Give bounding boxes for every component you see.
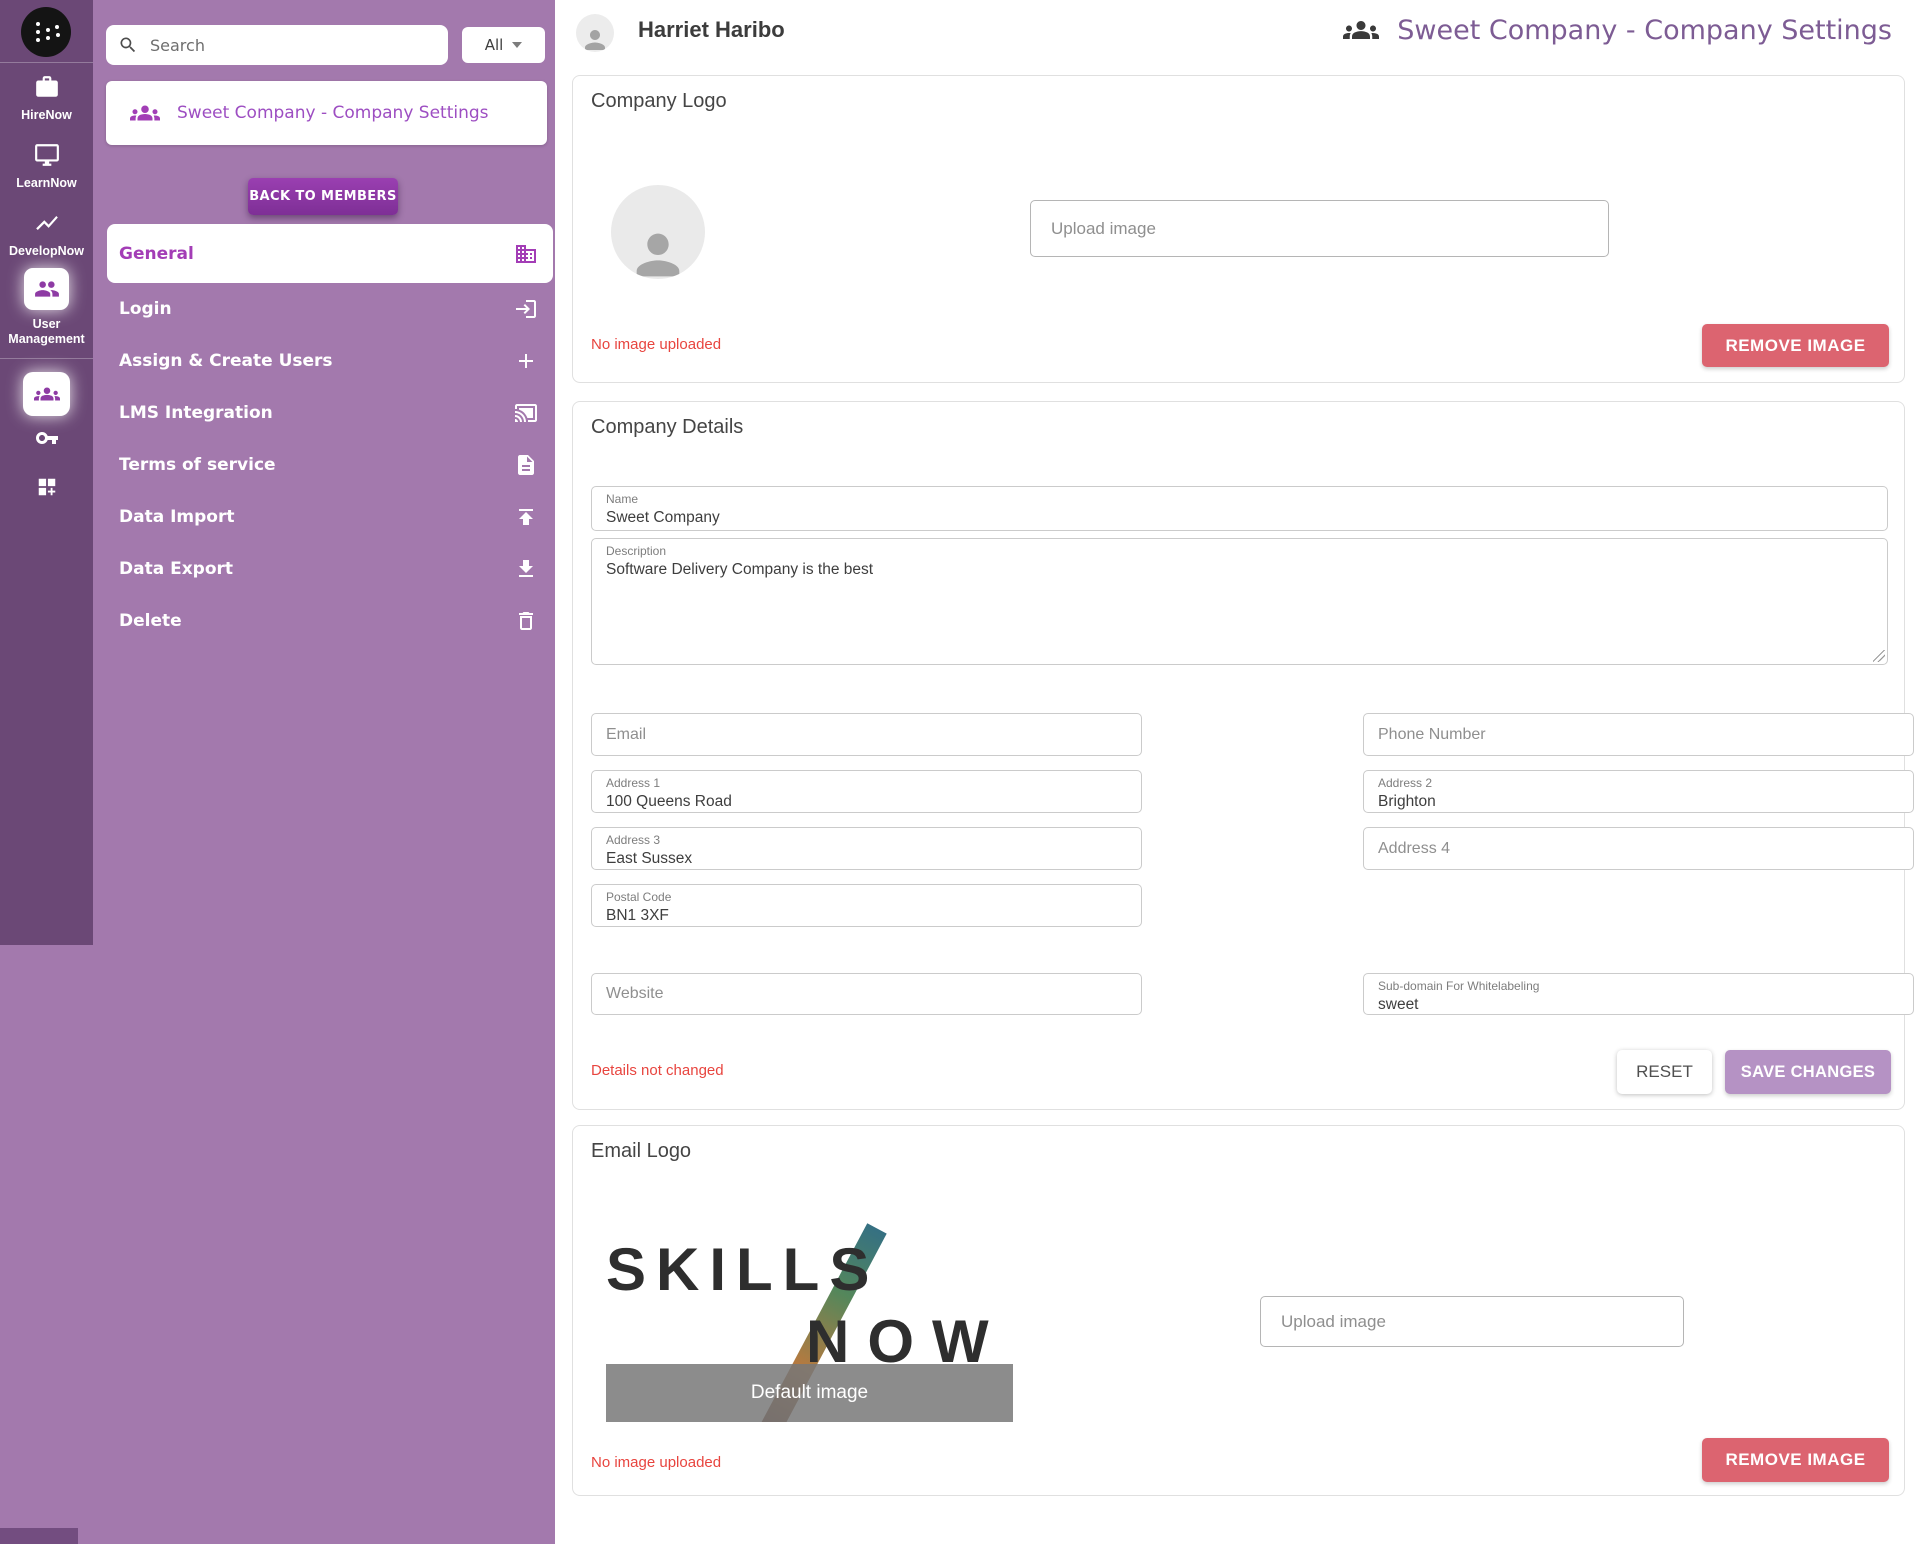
company-logo-placeholder xyxy=(611,185,705,279)
context-card-label: Sweet Company - Company Settings xyxy=(177,103,489,123)
menu-item-data-export[interactable]: Data Export xyxy=(107,543,553,595)
rail-item-user-management-label: User Management xyxy=(8,317,85,346)
group-icon xyxy=(1343,21,1380,39)
rail-item-label: HireNow xyxy=(21,108,72,122)
phone-field[interactable] xyxy=(1363,713,1914,756)
logo-upload-input[interactable]: Upload image xyxy=(1030,200,1609,257)
rail-subitem-customize[interactable] xyxy=(0,476,93,503)
key-icon xyxy=(35,432,58,444)
rail-bottom-chip xyxy=(0,1528,78,1544)
trending-chart-icon xyxy=(35,215,58,231)
section-title: Company Logo xyxy=(591,90,727,112)
upload-icon xyxy=(519,509,533,525)
remove-email-logo-button[interactable]: REMOVE IMAGE xyxy=(1702,1438,1889,1482)
default-image-caption: Default image xyxy=(750,1382,869,1403)
page-title: Sweet Company - Company Settings xyxy=(1397,14,1892,46)
default-image-caption-bar: Default image xyxy=(606,1364,1013,1422)
remove-logo-button[interactable]: REMOVE IMAGE xyxy=(1702,324,1889,367)
upload-placeholder: Upload image xyxy=(1281,1311,1386,1331)
section-title: Email Logo xyxy=(591,1140,692,1162)
address4-field[interactable] xyxy=(1363,827,1914,870)
email-logo-card: Email Logo SKILLS NOW Default image Uplo… xyxy=(572,1125,1905,1496)
subdomain-field[interactable]: Sub-domain For Whitelabeling sweet xyxy=(1363,973,1914,1015)
logo-word-top: SKILLS xyxy=(606,1236,880,1303)
rail-item-developnow[interactable]: DevelopNow xyxy=(0,210,93,259)
search-icon xyxy=(120,37,136,53)
search-input[interactable] xyxy=(148,34,436,56)
group-icon xyxy=(130,105,160,121)
rail-item-user-management[interactable] xyxy=(24,268,69,310)
menu-item-label: Terms of service xyxy=(119,455,276,475)
menu-item-data-import[interactable]: Data Import xyxy=(107,491,553,543)
company-details-card: Company Details Name Sweet Company Descr… xyxy=(572,401,1914,1110)
presentation-icon xyxy=(34,144,59,166)
briefcase-icon xyxy=(35,76,58,97)
menu-item-terms-of-service[interactable]: Terms of service xyxy=(107,439,553,491)
email-logo-preview: SKILLS NOW Default image xyxy=(606,1197,1013,1422)
menu-item-general[interactable]: General xyxy=(107,224,553,283)
upload-placeholder: Upload image xyxy=(1051,218,1156,238)
rail-item-hirenow[interactable]: HireNow xyxy=(0,74,93,123)
address2-field[interactable]: Address 2 Brighton xyxy=(1363,770,1914,813)
document-icon xyxy=(518,455,534,475)
menu-item-label: Assign & Create Users xyxy=(119,351,333,371)
resize-handle[interactable] xyxy=(1873,650,1885,662)
logo-word-bottom: NOW xyxy=(806,1308,1007,1375)
menu-item-lms-integration[interactable]: LMS Integration xyxy=(107,387,553,439)
save-changes-button[interactable]: SAVE CHANGES xyxy=(1725,1050,1891,1094)
user-name: Harriet Haribo xyxy=(638,17,785,42)
section-title: Company Details xyxy=(591,416,744,438)
rail-item-label: LearnNow xyxy=(16,176,77,190)
email-logo-status-message: No image uploaded xyxy=(591,1454,722,1471)
app-rail: HireNow LearnNow DevelopNow User Managem… xyxy=(0,0,93,945)
rail-subitem-company-members[interactable] xyxy=(23,372,70,416)
menu-item-assign-create-users[interactable]: Assign & Create Users xyxy=(107,335,553,387)
plus-icon xyxy=(519,354,533,368)
back-to-members-button[interactable]: BACK TO MEMBERS xyxy=(248,178,398,215)
details-status-message: Details not changed xyxy=(591,1062,724,1079)
menu-item-label: Data Import xyxy=(119,507,235,527)
rail-item-learnnow[interactable]: LearnNow xyxy=(0,142,93,191)
rail-item-label: DevelopNow xyxy=(8,244,84,258)
menu-item-label: Data Export xyxy=(119,559,234,579)
user-avatar xyxy=(576,14,614,52)
email-field[interactable] xyxy=(591,713,1142,756)
filter-value: All xyxy=(484,36,504,54)
logo-status-message: No image uploaded xyxy=(591,336,722,353)
rail-subitem-access-keys[interactable] xyxy=(0,426,93,455)
menu-item-label: Login xyxy=(119,299,172,319)
trash-icon xyxy=(519,612,533,630)
postal-code-field[interactable]: Postal Code BN1 3XF xyxy=(591,884,1142,927)
download-icon xyxy=(519,560,533,577)
menu-item-label: LMS Integration xyxy=(119,403,273,423)
cast-icon xyxy=(515,404,537,422)
website-field[interactable] xyxy=(591,973,1142,1015)
address1-field[interactable]: Address 1 100 Queens Road xyxy=(591,770,1142,813)
menu-item-login[interactable]: Login xyxy=(107,283,553,335)
page-title-wrap: Sweet Company - Company Settings xyxy=(1343,12,1892,48)
menu-item-delete[interactable]: Delete xyxy=(107,595,553,647)
company-context-card[interactable]: Sweet Company - Company Settings xyxy=(106,81,547,145)
name-field[interactable]: Name Sweet Company xyxy=(591,486,1888,531)
building-icon xyxy=(516,244,536,263)
company-logo-card: Company Logo Upload image No image uploa… xyxy=(572,75,1905,383)
search-filter-dropdown[interactable]: All xyxy=(462,27,545,63)
menu-item-label: General xyxy=(119,243,194,264)
login-icon xyxy=(516,300,536,318)
menu-item-label: Delete xyxy=(119,611,182,631)
search-box xyxy=(106,25,448,65)
people-icon xyxy=(34,281,59,297)
app-logo xyxy=(21,7,71,57)
settings-menu: General Login Assign & Create Users LMS … xyxy=(107,224,553,647)
group-icon xyxy=(33,387,60,401)
description-field[interactable]: Description Software Delivery Company is… xyxy=(591,538,1888,665)
email-logo-upload-input[interactable]: Upload image xyxy=(1260,1296,1684,1347)
address3-field[interactable]: Address 3 East Sussex xyxy=(591,827,1142,870)
person-icon xyxy=(636,233,680,277)
person-icon xyxy=(585,30,605,50)
grid-plus-icon xyxy=(38,478,55,496)
reset-button[interactable]: RESET xyxy=(1617,1050,1712,1094)
chevron-down-icon xyxy=(512,42,523,48)
